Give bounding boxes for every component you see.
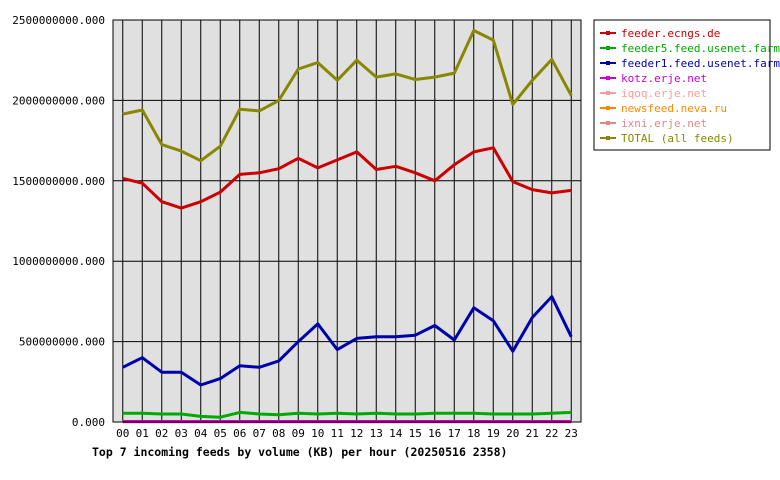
y-axis: 0.000 500000000.000 1000000000.000 15000000… — [12, 14, 105, 429]
legend-entry: iqoq.erje.net — [621, 87, 707, 100]
legend-marker — [606, 61, 610, 65]
x-tick-label: 23 — [565, 427, 578, 440]
x-tick-label: 11 — [331, 427, 344, 440]
x-tick-label: 08 — [272, 427, 285, 440]
x-tick-label: 16 — [428, 427, 441, 440]
plot-border — [112, 19, 582, 423]
y-tick-label: 0.000 — [72, 416, 105, 429]
y-tick-label: 500000000.000 — [19, 336, 105, 349]
x-tick-label: 01 — [136, 427, 149, 440]
x-tick-label: 06 — [233, 427, 246, 440]
legend-entry: feeder1.feed.usenet.farm — [621, 57, 780, 70]
chart-caption: Top 7 incoming feeds by volume (KB) per … — [92, 445, 507, 459]
x-tick-label: 13 — [370, 427, 383, 440]
y-tick-label: 2000000000.000 — [12, 94, 105, 107]
x-tick-label: 15 — [409, 427, 422, 440]
x-tick-label: 18 — [467, 427, 480, 440]
series-line — [122, 146, 572, 210]
x-tick-label: 21 — [526, 427, 539, 440]
legend-box — [593, 19, 771, 151]
legend-marker — [606, 121, 610, 125]
legend: feeder.ecngs.de feeder5.feed.usenet.farm f… — [593, 19, 780, 151]
x-tick-label: 19 — [487, 427, 500, 440]
x-axis: 00 01 02 03 04 05 06 07 08 09 10 11 12 13 14 15 16 17 18 19… — [116, 427, 578, 440]
legend-marker — [606, 136, 610, 140]
x-tick-label: 07 — [253, 427, 266, 440]
x-tick-label: 04 — [194, 427, 208, 440]
x-tick-label: 20 — [506, 427, 519, 440]
x-tick-label: 14 — [389, 427, 403, 440]
legend-marker — [606, 76, 610, 80]
x-tick-label: 22 — [545, 427, 558, 440]
x-tick-label: 05 — [214, 427, 227, 440]
legend-marker — [606, 91, 610, 95]
legend-entry: newsfeed.neva.ru — [621, 102, 727, 115]
legend-marker — [606, 31, 610, 35]
x-tick-label: 00 — [116, 427, 129, 440]
legend-entry: TOTAL (all feeds) — [621, 132, 734, 145]
y-tick-label: 1500000000.000 — [12, 175, 105, 188]
x-tick-label: 10 — [311, 427, 324, 440]
legend-entry: ixni.erje.net — [621, 117, 707, 130]
legend-marker — [606, 106, 610, 110]
x-tick-label: 09 — [292, 427, 305, 440]
legend-entry: feeder.ecngs.de — [621, 27, 720, 40]
legend-entry: feeder5.feed.usenet.farm — [621, 42, 780, 55]
x-tick-label: 17 — [448, 427, 461, 440]
y-tick-label: 1000000000.000 — [12, 255, 105, 268]
legend-entry: kotz.erje.net — [621, 72, 707, 85]
series-line — [122, 29, 573, 163]
legend-marker — [606, 46, 610, 50]
x-tick-label: 02 — [155, 427, 168, 440]
x-tick-label: 12 — [350, 427, 363, 440]
plot-area — [112, 19, 582, 423]
y-tick-label: 2500000000.000 — [12, 14, 105, 27]
x-tick-label: 03 — [175, 427, 188, 440]
series-line — [122, 295, 573, 387]
series-line — [122, 410, 572, 419]
